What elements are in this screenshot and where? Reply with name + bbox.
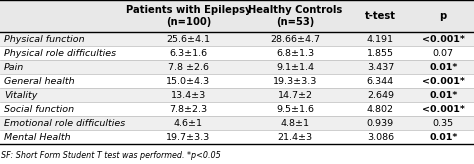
Text: 9.5±1.6: 9.5±1.6	[276, 105, 314, 114]
Text: 1.855: 1.855	[367, 49, 394, 58]
Text: 19.7±3.3: 19.7±3.3	[166, 133, 210, 142]
Text: 4.6±1: 4.6±1	[174, 119, 203, 128]
Text: Patients with Epilepsy
(n=100): Patients with Epilepsy (n=100)	[126, 5, 251, 27]
Text: 0.01*: 0.01*	[429, 63, 457, 72]
Bar	[0, 60, 474, 74]
Bar	[0, 0, 474, 32]
Text: Physical function: Physical function	[4, 34, 84, 43]
Text: p: p	[439, 11, 447, 21]
Text: Physical role difficulties: Physical role difficulties	[4, 49, 116, 58]
Bar	[0, 130, 474, 144]
Text: <0.001*: <0.001*	[422, 77, 465, 86]
Bar	[0, 46, 474, 60]
Text: SF: Short Form Student T test was performed. *p<0.05: SF: Short Form Student T test was perfor…	[1, 151, 221, 160]
Text: 6.8±1.3: 6.8±1.3	[276, 49, 314, 58]
Text: Healthy Controls
(n=53): Healthy Controls (n=53)	[248, 5, 342, 27]
Text: <0.001*: <0.001*	[422, 34, 465, 43]
Bar	[0, 32, 474, 46]
Text: 0.01*: 0.01*	[429, 91, 457, 100]
Text: 0.35: 0.35	[433, 119, 454, 128]
Text: 25.6±4.1: 25.6±4.1	[166, 34, 210, 43]
Text: 7.8±2.3: 7.8±2.3	[169, 105, 208, 114]
Text: 14.7±2: 14.7±2	[278, 91, 312, 100]
Text: 4.191: 4.191	[367, 34, 394, 43]
Text: 6.3±1.6: 6.3±1.6	[169, 49, 208, 58]
Text: 2.649: 2.649	[367, 91, 394, 100]
Text: General health: General health	[4, 77, 74, 86]
Text: 21.4±3: 21.4±3	[277, 133, 313, 142]
Text: Mental Health: Mental Health	[4, 133, 71, 142]
Text: Emotional role difficulties: Emotional role difficulties	[4, 119, 125, 128]
Text: 4.8±1: 4.8±1	[281, 119, 310, 128]
Text: Social function: Social function	[4, 105, 74, 114]
Bar	[0, 88, 474, 102]
Text: 9.1±1.4: 9.1±1.4	[276, 63, 314, 72]
Text: <0.001*: <0.001*	[422, 105, 465, 114]
Text: 0.07: 0.07	[433, 49, 454, 58]
Text: 15.0±4.3: 15.0±4.3	[166, 77, 210, 86]
Text: Pain: Pain	[4, 63, 24, 72]
Text: 0.939: 0.939	[367, 119, 394, 128]
Text: 6.344: 6.344	[367, 77, 394, 86]
Text: Vitality: Vitality	[4, 91, 37, 100]
Bar	[0, 102, 474, 116]
Text: 7.8 ±2.6: 7.8 ±2.6	[168, 63, 209, 72]
Text: 0.01*: 0.01*	[429, 133, 457, 142]
Text: 3.437: 3.437	[367, 63, 394, 72]
Text: 4.802: 4.802	[367, 105, 394, 114]
Bar	[0, 74, 474, 88]
Text: 28.66±4.7: 28.66±4.7	[270, 34, 320, 43]
Text: 13.4±3: 13.4±3	[171, 91, 206, 100]
Text: 19.3±3.3: 19.3±3.3	[273, 77, 317, 86]
Text: t-test: t-test	[365, 11, 396, 21]
Text: 3.086: 3.086	[367, 133, 394, 142]
Bar	[0, 116, 474, 130]
